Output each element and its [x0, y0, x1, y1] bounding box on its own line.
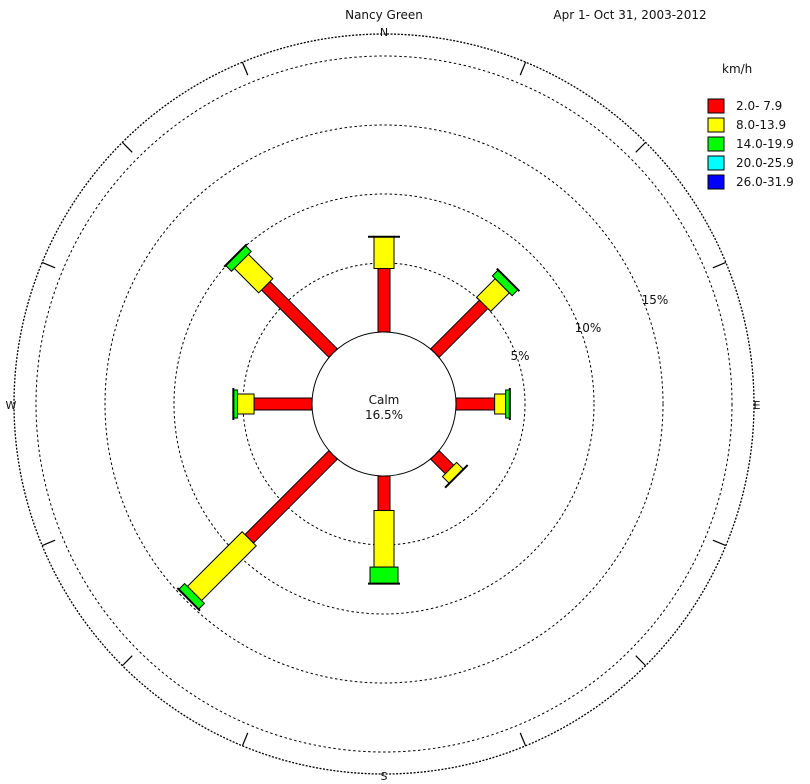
legend-label-5: 26.0-31.9	[736, 175, 794, 189]
bar-segment-n-bin2	[373, 236, 395, 270]
direction-bar-sw	[176, 449, 339, 612]
bar-cap-nw	[223, 243, 248, 268]
legend-swatch-5	[707, 174, 725, 190]
bar-segment-n-bin1	[377, 268, 391, 333]
direction-bar-e	[455, 388, 511, 420]
compass-tick	[241, 61, 249, 76]
bar-cap-se	[444, 464, 469, 489]
compass-label-east: E	[754, 399, 761, 412]
chart-title: Nancy Green	[345, 8, 423, 22]
direction-bar-nw	[223, 243, 339, 359]
legend-swatch-4	[707, 155, 725, 171]
calm-label: Calm	[369, 393, 400, 407]
compass-tick	[41, 261, 56, 269]
calm-value: 16.5%	[365, 408, 403, 422]
bar-cap-ne	[496, 267, 521, 292]
bar-segment-s-bin3	[369, 566, 399, 585]
legend-swatch-2	[707, 117, 725, 133]
compass-label-north: N	[380, 26, 388, 39]
ring-label-15: 15%	[642, 293, 669, 307]
percent-ring-10	[173, 193, 595, 615]
direction-bar-se	[429, 449, 469, 489]
legend-label-4: 20.0-25.9	[736, 156, 794, 170]
compass-tick	[635, 655, 647, 667]
percent-ring-20	[35, 55, 733, 753]
legend-swatch-1	[707, 98, 725, 114]
direction-bar-s	[368, 475, 400, 585]
calm-circle	[311, 331, 457, 477]
bar-segment-sw-bin2	[186, 531, 257, 602]
legend-label-2: 8.0-13.9	[736, 118, 786, 132]
legend: 2.0- 7.9 8.0-13.9 14.0-19.9 20.0-25.9 26.0-3…	[707, 98, 794, 190]
legend-swatch-3	[707, 136, 725, 152]
ring-label-5: 5%	[510, 349, 529, 363]
compass-tick	[121, 655, 133, 667]
direction-bar-w	[232, 388, 313, 420]
chart-subtitle: Apr 1- Oct 31, 2003-2012	[553, 8, 706, 22]
bar-segment-sw-bin1	[244, 449, 339, 544]
compass-label-south: S	[381, 770, 388, 783]
bar-segment-s-bin1	[377, 475, 391, 511]
bar-segment-e-bin1	[455, 397, 496, 411]
direction-bars	[176, 235, 521, 612]
compass-tick	[635, 141, 647, 153]
bar-segment-s-bin2	[373, 510, 395, 568]
bar-segment-ne-bin1	[429, 299, 489, 359]
compass-label-west: W	[6, 399, 17, 412]
bar-segment-w-bin1	[253, 397, 313, 411]
legend-label-1: 2.0- 7.9	[736, 99, 782, 113]
compass-tick	[519, 61, 527, 76]
compass-tick	[241, 732, 249, 747]
legend-label-3: 14.0-19.9	[736, 137, 794, 151]
bar-segment-w-bin2	[236, 393, 255, 415]
compass-tick	[712, 539, 727, 547]
bar-segment-nw-bin1	[260, 280, 339, 359]
percent-ring-15	[104, 124, 664, 684]
direction-bar-ne	[429, 267, 521, 359]
direction-bar-n	[368, 235, 400, 333]
bar-cap-sw	[176, 587, 201, 612]
ring-label-10: 10%	[575, 321, 602, 335]
compass-tick	[519, 732, 527, 747]
compass-tick	[41, 539, 56, 547]
compass-tick	[121, 141, 133, 153]
compass-ticks	[41, 61, 727, 747]
bar-segment-e-bin2	[494, 393, 507, 415]
compass-tick	[712, 261, 727, 269]
outer-circle	[13, 33, 755, 775]
legend-title: km/h	[722, 62, 752, 76]
outer-compass-ring	[13, 33, 755, 775]
